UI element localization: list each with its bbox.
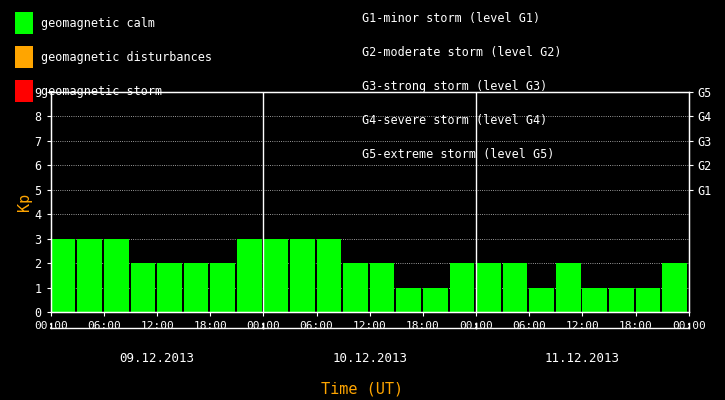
Text: G3-strong storm (level G3): G3-strong storm (level G3) — [362, 80, 548, 93]
Text: 09.12.2013: 09.12.2013 — [120, 352, 194, 365]
Text: geomagnetic storm: geomagnetic storm — [41, 84, 162, 98]
Text: geomagnetic calm: geomagnetic calm — [41, 16, 155, 30]
Bar — [423, 288, 447, 312]
Text: G1-minor storm (level G1): G1-minor storm (level G1) — [362, 12, 541, 25]
Bar — [317, 239, 341, 312]
Bar — [662, 263, 687, 312]
Bar — [290, 239, 315, 312]
Bar — [78, 239, 102, 312]
Text: G2-moderate storm (level G2): G2-moderate storm (level G2) — [362, 46, 562, 59]
Bar — [582, 288, 607, 312]
Text: 10.12.2013: 10.12.2013 — [332, 352, 407, 365]
Bar — [210, 263, 235, 312]
Text: G5-extreme storm (level G5): G5-extreme storm (level G5) — [362, 148, 555, 161]
Y-axis label: Kp: Kp — [17, 193, 32, 211]
Bar — [476, 263, 501, 312]
Bar — [397, 288, 421, 312]
Bar — [263, 239, 288, 312]
Bar — [636, 288, 660, 312]
Bar — [237, 239, 262, 312]
Bar — [609, 288, 634, 312]
Text: 11.12.2013: 11.12.2013 — [545, 352, 620, 365]
Text: G4-severe storm (level G4): G4-severe storm (level G4) — [362, 114, 548, 127]
Bar — [51, 239, 75, 312]
Bar — [343, 263, 368, 312]
Bar — [183, 263, 208, 312]
Text: Time (UT): Time (UT) — [321, 381, 404, 396]
Bar — [529, 288, 554, 312]
Bar — [157, 263, 182, 312]
Bar — [130, 263, 155, 312]
Text: geomagnetic disturbances: geomagnetic disturbances — [41, 50, 212, 64]
Bar — [450, 263, 474, 312]
Bar — [502, 263, 527, 312]
Bar — [104, 239, 128, 312]
Bar — [556, 263, 581, 312]
Bar — [370, 263, 394, 312]
